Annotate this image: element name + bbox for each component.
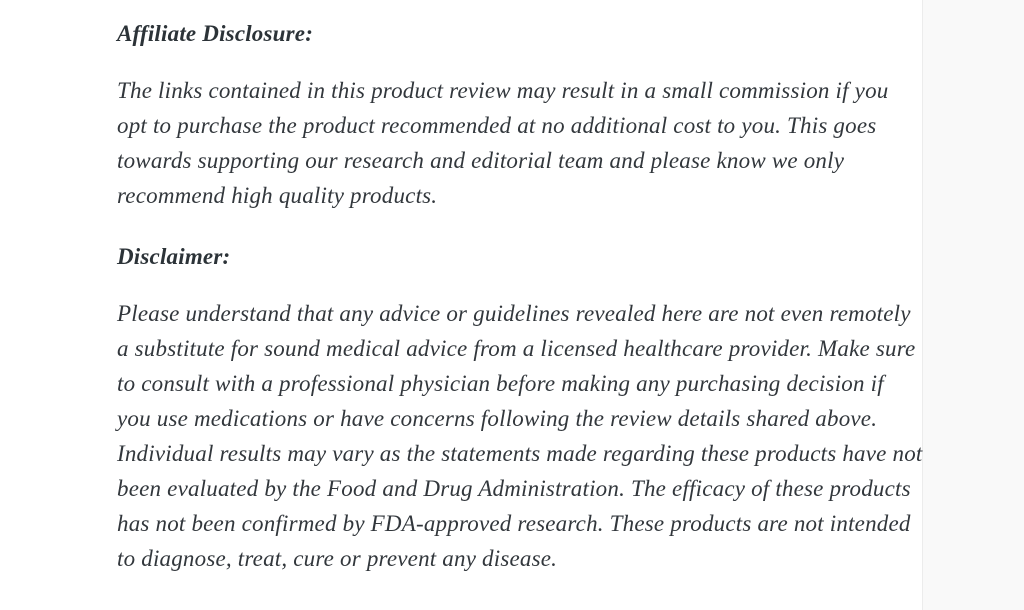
article-content: Affiliate Disclosure: The links containe… bbox=[117, 0, 923, 602]
disclaimer-section: Disclaimer: Please understand that any a… bbox=[117, 239, 923, 576]
affiliate-disclosure-section: Affiliate Disclosure: The links containe… bbox=[117, 16, 923, 213]
disclaimer-heading: Disclaimer: bbox=[117, 244, 231, 269]
affiliate-disclosure-paragraph: The links contained in this product revi… bbox=[117, 78, 889, 208]
disclaimer-paragraph: Please understand that any advice or gui… bbox=[117, 301, 923, 571]
content-column-edge bbox=[922, 0, 1024, 610]
affiliate-disclosure-heading: Affiliate Disclosure: bbox=[117, 21, 314, 46]
